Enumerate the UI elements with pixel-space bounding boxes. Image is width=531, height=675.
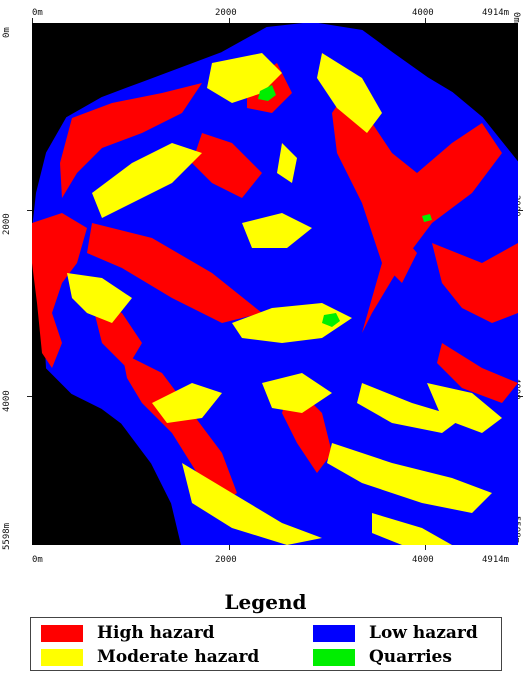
high-hazard-swatch — [41, 624, 83, 642]
axis-left-tick-0: 0m — [2, 27, 12, 38]
legend-label: Low hazard — [369, 623, 478, 643]
axis-bottom-tick-4914: 4914m — [482, 555, 510, 565]
tickmark-right-4000 — [518, 396, 523, 397]
legend-item-low-hazard: Low hazard — [313, 622, 478, 644]
study-area — [32, 23, 518, 545]
tickmark-bottom-2000 — [229, 545, 230, 550]
axis-top-tick-2000: 2000 — [215, 8, 237, 18]
high-hazard-zones — [32, 63, 518, 503]
tickmark-top-2000 — [229, 18, 230, 23]
legend-item-moderate-hazard: Moderate hazard — [41, 646, 259, 668]
axis-top-tick-0: 0m — [32, 8, 43, 18]
moderate-hazard-swatch — [41, 648, 83, 666]
axis-left-tick-4000: 4000 — [2, 390, 12, 412]
low-hazard-swatch — [313, 624, 355, 642]
legend-label: High hazard — [97, 623, 215, 643]
legend-label: Moderate hazard — [97, 647, 260, 667]
axis-right-tick-0: 0m — [511, 12, 521, 23]
axis-bottom-tick-4000: 4000 — [412, 555, 434, 565]
quarry-sites — [258, 85, 432, 327]
moderate-hazard-zones — [67, 53, 502, 545]
tickmark-top-0 — [32, 18, 33, 23]
axis-left-tick-5598: 5598m — [2, 522, 12, 550]
legend-item-quarries: Quarries — [313, 646, 452, 668]
axis-bottom-tick-0: 0m — [32, 555, 43, 565]
legend-label: Quarries — [369, 647, 452, 667]
tickmark-bottom-4000 — [425, 545, 426, 550]
hazard-map — [32, 23, 518, 545]
tickmark-left-2000 — [27, 210, 32, 211]
axis-bottom-tick-2000: 2000 — [215, 555, 237, 565]
axis-top-tick-4914: 4914m — [482, 8, 510, 18]
axis-top-tick-4000: 4000 — [412, 8, 434, 18]
tickmark-right-2000 — [518, 210, 523, 211]
legend-item-high-hazard: High hazard — [41, 622, 215, 644]
legend-box: High hazard Moderate hazard Low hazard Q… — [30, 617, 502, 671]
axis-left-tick-2000: 2000 — [2, 213, 12, 235]
legend-title: Legend — [224, 590, 307, 614]
tickmark-top-4000 — [425, 18, 426, 23]
tickmark-left-4000 — [27, 396, 32, 397]
quarries-swatch — [313, 648, 355, 666]
